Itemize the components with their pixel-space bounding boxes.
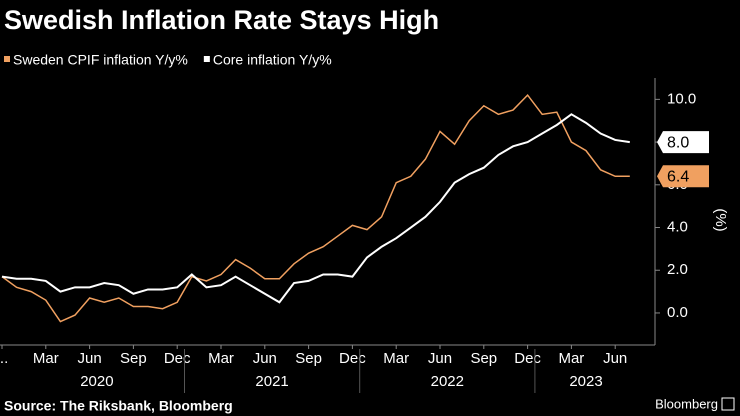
x-year-label: 2020 bbox=[80, 373, 113, 390]
legend-label: Sweden CPIF inflation Y/y% bbox=[13, 52, 188, 68]
x-tick-label: Dec bbox=[164, 350, 191, 367]
y-tick-label: 0.0 bbox=[667, 304, 688, 321]
x-tick-label: Mar bbox=[208, 350, 234, 367]
x-tick-label: Sep bbox=[470, 350, 497, 367]
x-tick-label: Mar bbox=[33, 350, 59, 367]
y-tick-label: 4.0 bbox=[667, 218, 688, 235]
x-tick-label: Jun bbox=[253, 350, 277, 367]
x-tick-label: Dec bbox=[339, 350, 366, 367]
x-year-label: 2023 bbox=[569, 373, 602, 390]
chart-title: Swedish Inflation Rate Stays High bbox=[4, 5, 439, 35]
end-label-box bbox=[657, 131, 709, 154]
end-label-box bbox=[657, 165, 709, 188]
x-tick-label: Sep bbox=[295, 350, 322, 367]
brand-icon bbox=[721, 397, 735, 411]
x-year-label: 2022 bbox=[431, 373, 464, 390]
y-tick-label: 2.0 bbox=[667, 261, 688, 278]
x-tick-label: ... bbox=[0, 350, 8, 367]
x-year-label: 2021 bbox=[255, 373, 288, 390]
x-tick-label: Mar bbox=[558, 350, 584, 367]
x-tick-label: Jun bbox=[603, 350, 627, 367]
x-tick-label: Sep bbox=[120, 350, 147, 367]
x-tick-label: Mar bbox=[383, 350, 409, 367]
end-label: 8.0 bbox=[667, 134, 689, 151]
series-line bbox=[1, 93, 630, 323]
legend-label: Core inflation Y/y% bbox=[213, 52, 332, 68]
brand: Bloomberg bbox=[655, 396, 718, 411]
y-tick-label: 10.0 bbox=[667, 90, 696, 107]
series-line bbox=[1, 113, 630, 304]
x-tick-label: Dec bbox=[514, 350, 541, 367]
x-tick-label: Jun bbox=[428, 350, 452, 367]
y-axis-label: (%) bbox=[712, 208, 729, 231]
x-tick-label: Jun bbox=[78, 350, 102, 367]
source: Source: The Riksbank, Bloomberg bbox=[4, 398, 233, 414]
legend-swatch bbox=[203, 56, 210, 62]
legend-swatch bbox=[4, 56, 10, 62]
end-label: 6.4 bbox=[667, 168, 689, 185]
